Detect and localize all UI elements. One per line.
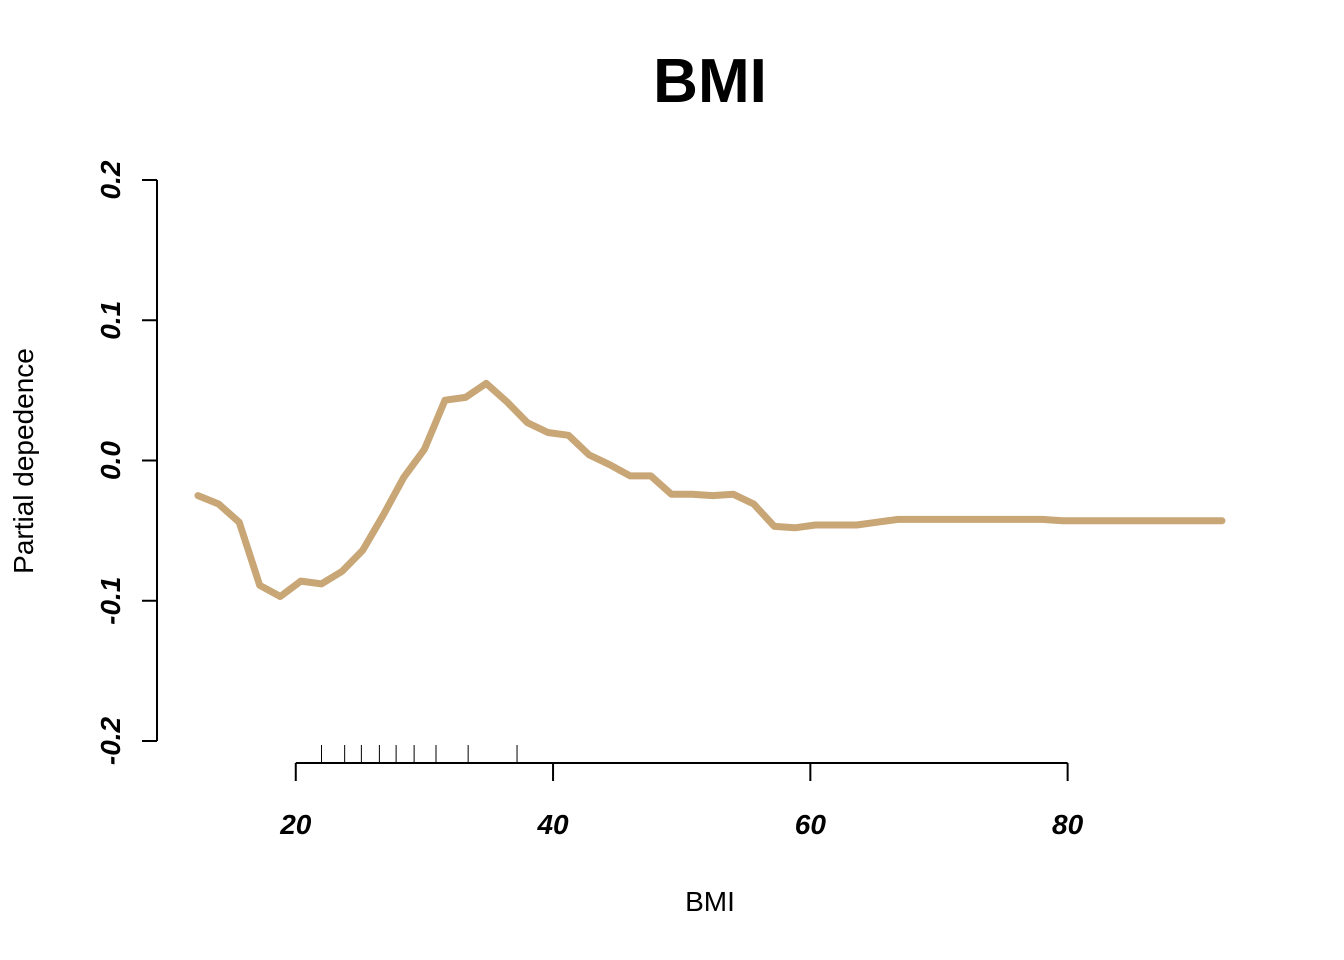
x-tick-label: 80 <box>1052 809 1084 840</box>
x-tick-label: 60 <box>795 809 827 840</box>
rug-marks <box>320 745 518 763</box>
y-axis: -0.2 -0.1 0.0 0.1 0.2 <box>95 160 158 765</box>
y-tick-label: 0.2 <box>95 160 126 199</box>
y-tick-label: 0.0 <box>95 441 126 480</box>
x-tick-label: 40 <box>536 809 569 840</box>
series-line <box>194 379 1226 600</box>
series-group <box>194 379 1226 600</box>
y-tick-label: -0.2 <box>95 716 126 765</box>
y-tick-label: 0.1 <box>95 301 126 340</box>
chart-title: BMI <box>653 47 767 116</box>
x-axis-label: BMI <box>685 886 735 917</box>
x-tick-label: 20 <box>279 809 312 840</box>
y-tick-label: -0.1 <box>95 577 126 625</box>
x-axis: 20 40 60 80 <box>279 762 1084 840</box>
y-axis-label: Partial depedence <box>8 348 39 574</box>
